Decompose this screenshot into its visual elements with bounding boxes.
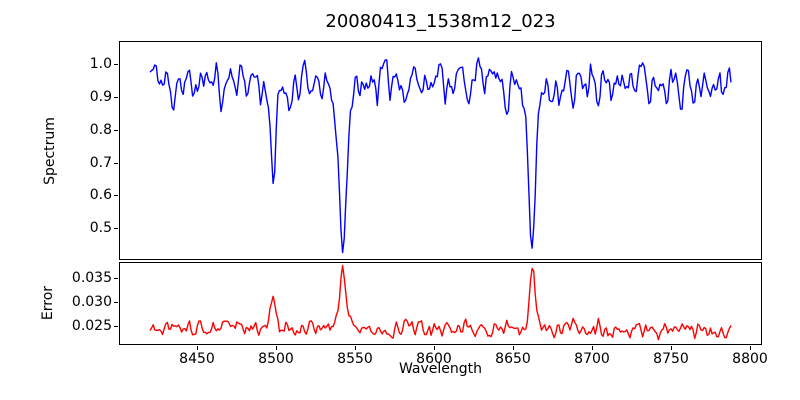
y-tick-label: 0.035 (71, 270, 112, 286)
error-panel (119, 262, 762, 345)
x-tick-label: 8750 (653, 351, 689, 367)
x-tick-mark (197, 346, 198, 350)
y-tick-label: 0.5 (89, 220, 112, 236)
x-tick-label: 8650 (495, 351, 531, 367)
x-tick-label: 8600 (416, 351, 452, 367)
x-tick-mark (671, 346, 672, 350)
y-tick-label: 1.0 (89, 56, 112, 72)
y-tick-mark (114, 64, 118, 65)
error-y-axis-label: Error (40, 285, 56, 321)
spectrum-curve (149, 57, 732, 254)
x-tick-mark (434, 346, 435, 350)
x-tick-mark (513, 346, 514, 350)
y-tick-label: 0.6 (89, 187, 112, 203)
y-tick-mark (114, 302, 118, 303)
error-line (149, 264, 732, 341)
x-tick-label: 8500 (258, 351, 294, 367)
y-tick-label: 0.9 (89, 89, 112, 105)
y-tick-mark (114, 97, 118, 98)
chart-title: 20080413_1538m12_023 (325, 11, 556, 32)
y-tick-mark (114, 278, 118, 279)
y-tick-mark (114, 195, 118, 196)
spectrum-panel (119, 41, 762, 260)
x-tick-mark (750, 346, 751, 350)
y-tick-label: 0.7 (89, 155, 112, 171)
y-tick-label: 0.8 (89, 122, 112, 138)
x-tick-label: 8700 (574, 351, 610, 367)
y-tick-mark (114, 163, 118, 164)
x-tick-mark (276, 346, 277, 350)
x-tick-mark (592, 346, 593, 350)
x-tick-label: 8450 (179, 351, 215, 367)
spectrum-y-axis-label: Spectrum (42, 117, 58, 185)
y-tick-label: 0.030 (71, 294, 112, 310)
y-tick-label: 0.025 (71, 318, 112, 334)
y-tick-mark (114, 228, 118, 229)
x-tick-label: 8800 (732, 351, 768, 367)
y-tick-mark (114, 326, 118, 327)
y-tick-mark (114, 130, 118, 131)
x-tick-label: 8550 (337, 351, 373, 367)
spectrum-line (149, 57, 732, 254)
x-tick-mark (355, 346, 356, 350)
x-axis-label: Wavelength (398, 361, 483, 377)
error-curve (149, 264, 732, 341)
